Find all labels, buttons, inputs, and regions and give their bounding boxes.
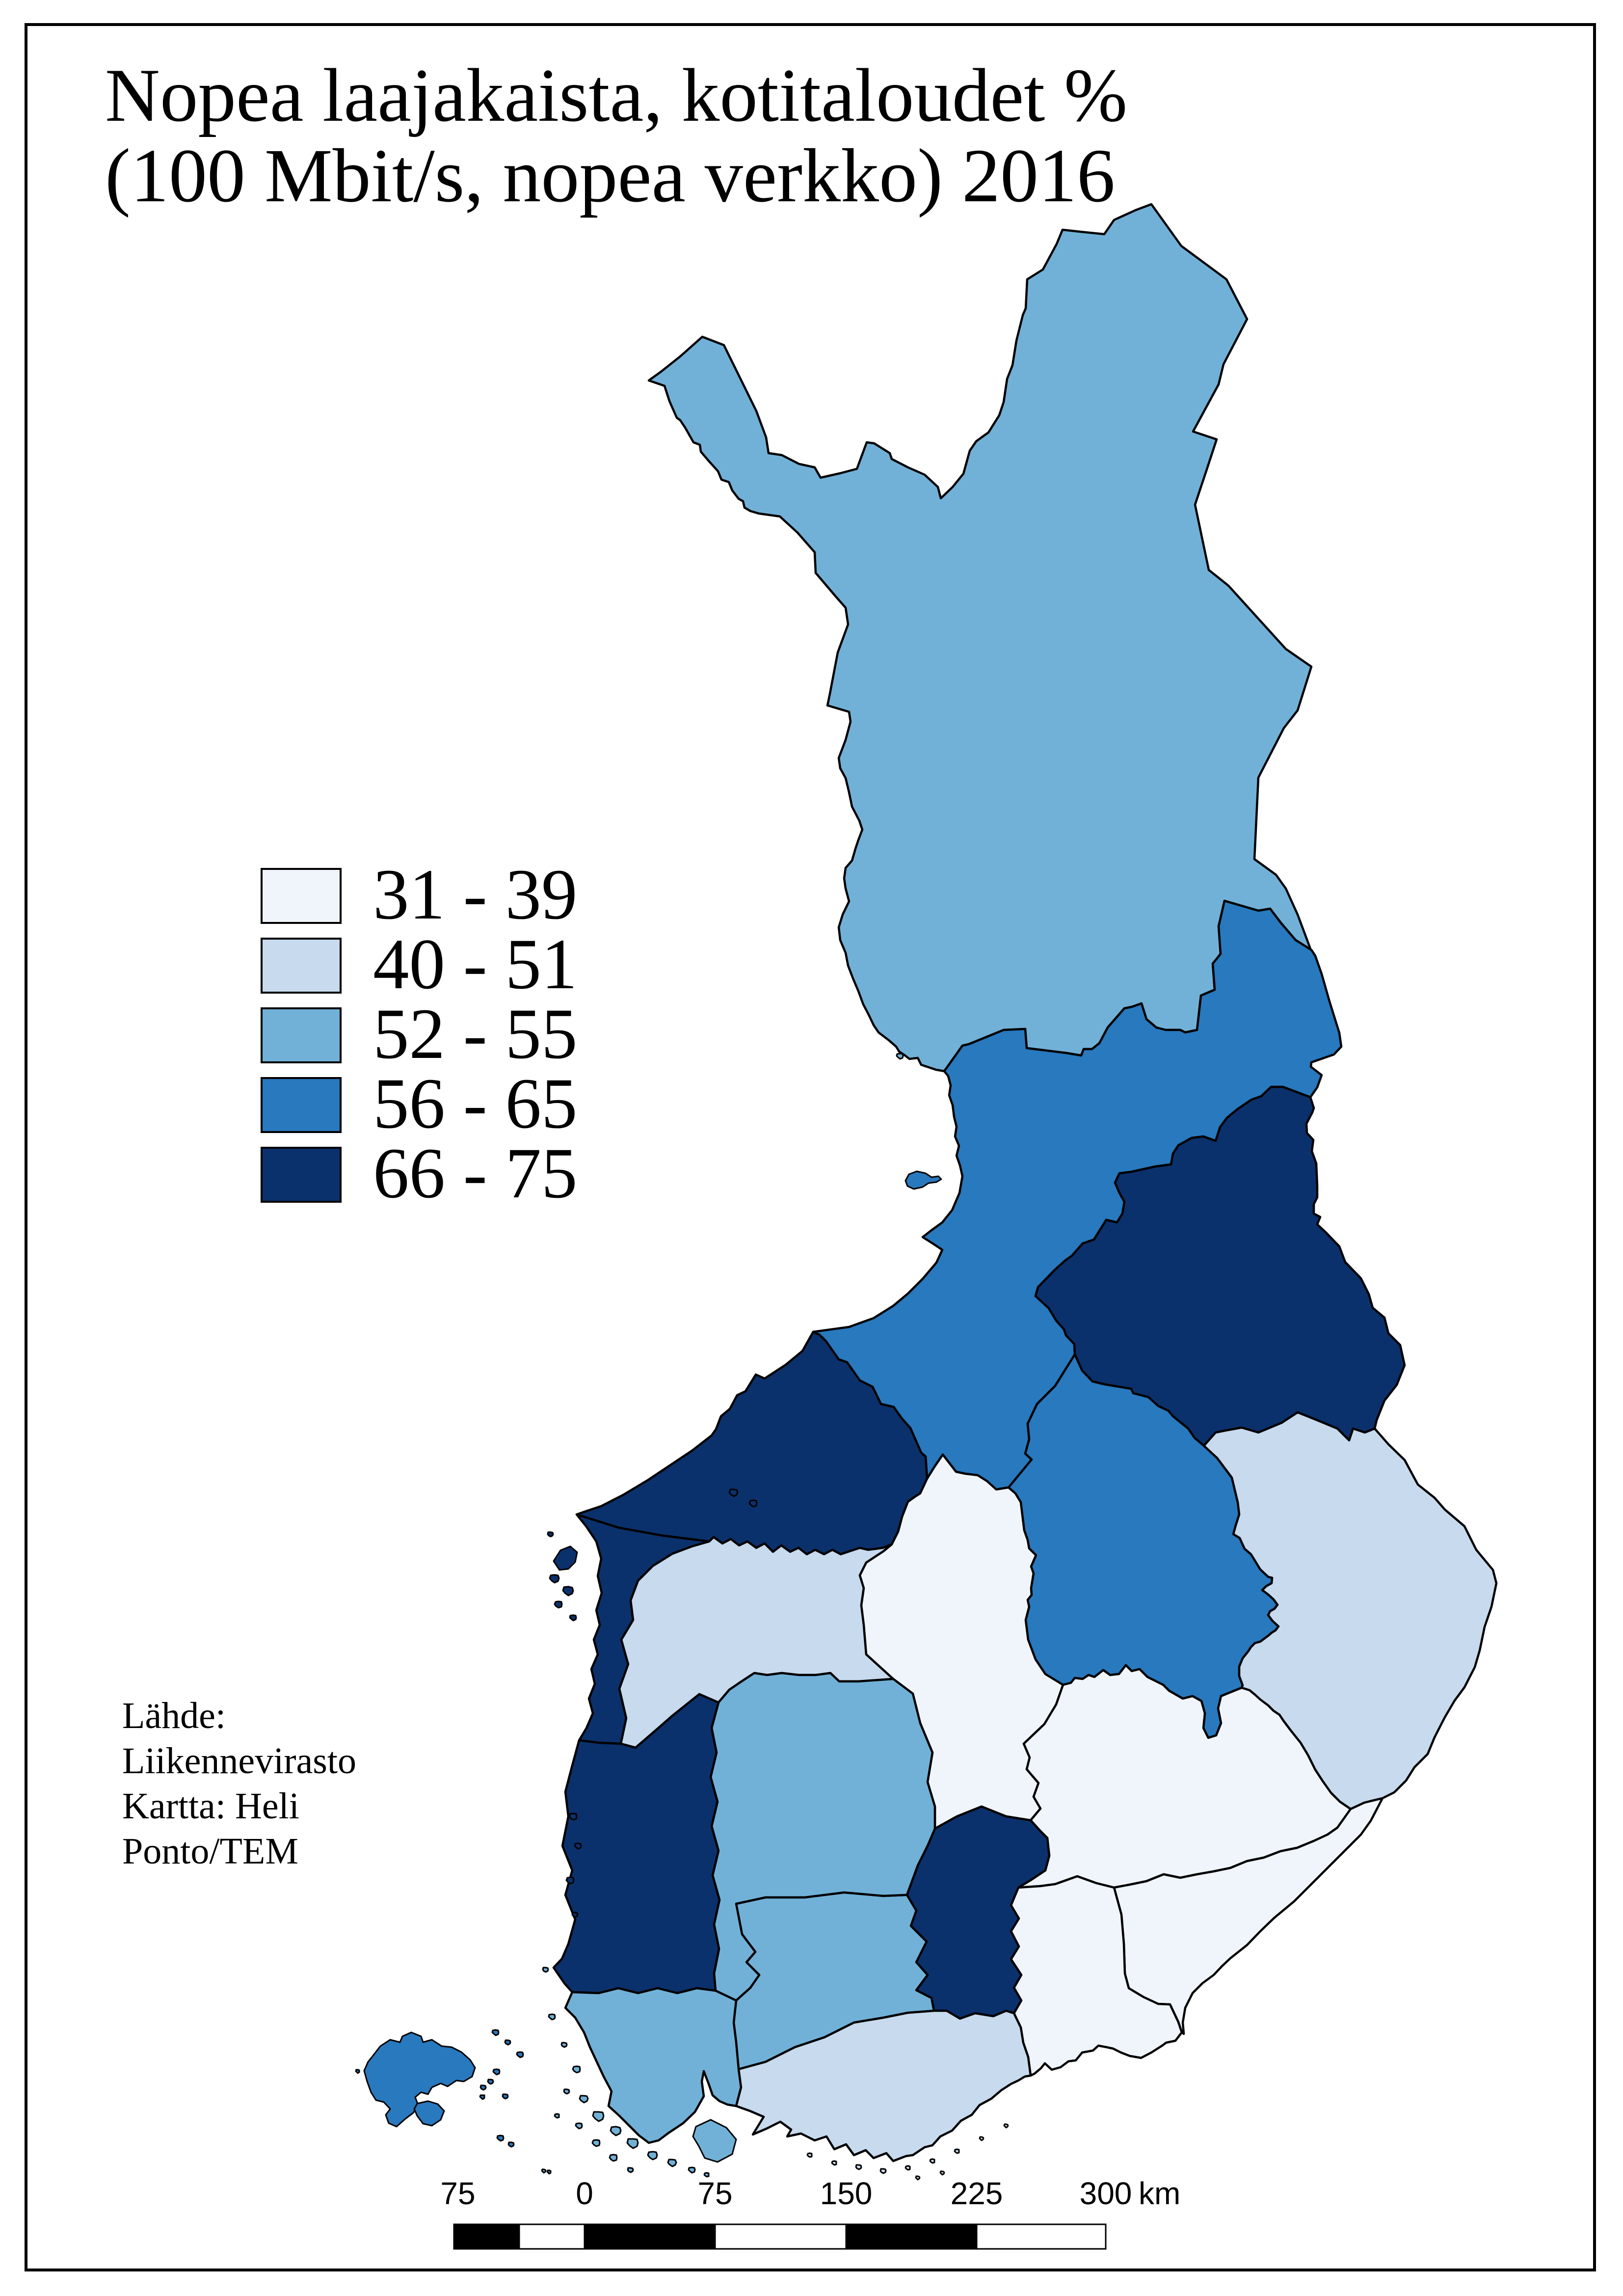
svg-text:150: 150	[820, 2176, 873, 2211]
svg-text:Lähde:: Lähde:	[122, 1695, 226, 1736]
svg-text:km: km	[1139, 2176, 1180, 2211]
svg-text:(100 Mbit/s, nopea verkko) 201: (100 Mbit/s, nopea verkko) 2016	[105, 133, 1115, 218]
svg-text:40 - 51: 40 - 51	[373, 924, 577, 1004]
svg-text:Ponto/TEM: Ponto/TEM	[122, 1831, 298, 1872]
svg-text:31 - 39: 31 - 39	[373, 854, 577, 934]
svg-text:300: 300	[1080, 2176, 1132, 2211]
svg-text:52 - 55: 52 - 55	[373, 994, 577, 1074]
svg-text:75: 75	[440, 2176, 475, 2211]
svg-text:0: 0	[576, 2176, 593, 2211]
svg-text:Kartta: Heli: Kartta: Heli	[122, 1785, 299, 1827]
svg-text:75: 75	[697, 2176, 732, 2211]
svg-text:66 - 75: 66 - 75	[373, 1133, 577, 1213]
svg-text:225: 225	[951, 2176, 1003, 2211]
svg-text:Nopea laajakaista, kotitaloude: Nopea laajakaista, kotitaloudet %	[105, 53, 1127, 137]
svg-text:56 - 65: 56 - 65	[373, 1063, 577, 1143]
svg-text:Liikennevirasto: Liikennevirasto	[122, 1740, 356, 1782]
